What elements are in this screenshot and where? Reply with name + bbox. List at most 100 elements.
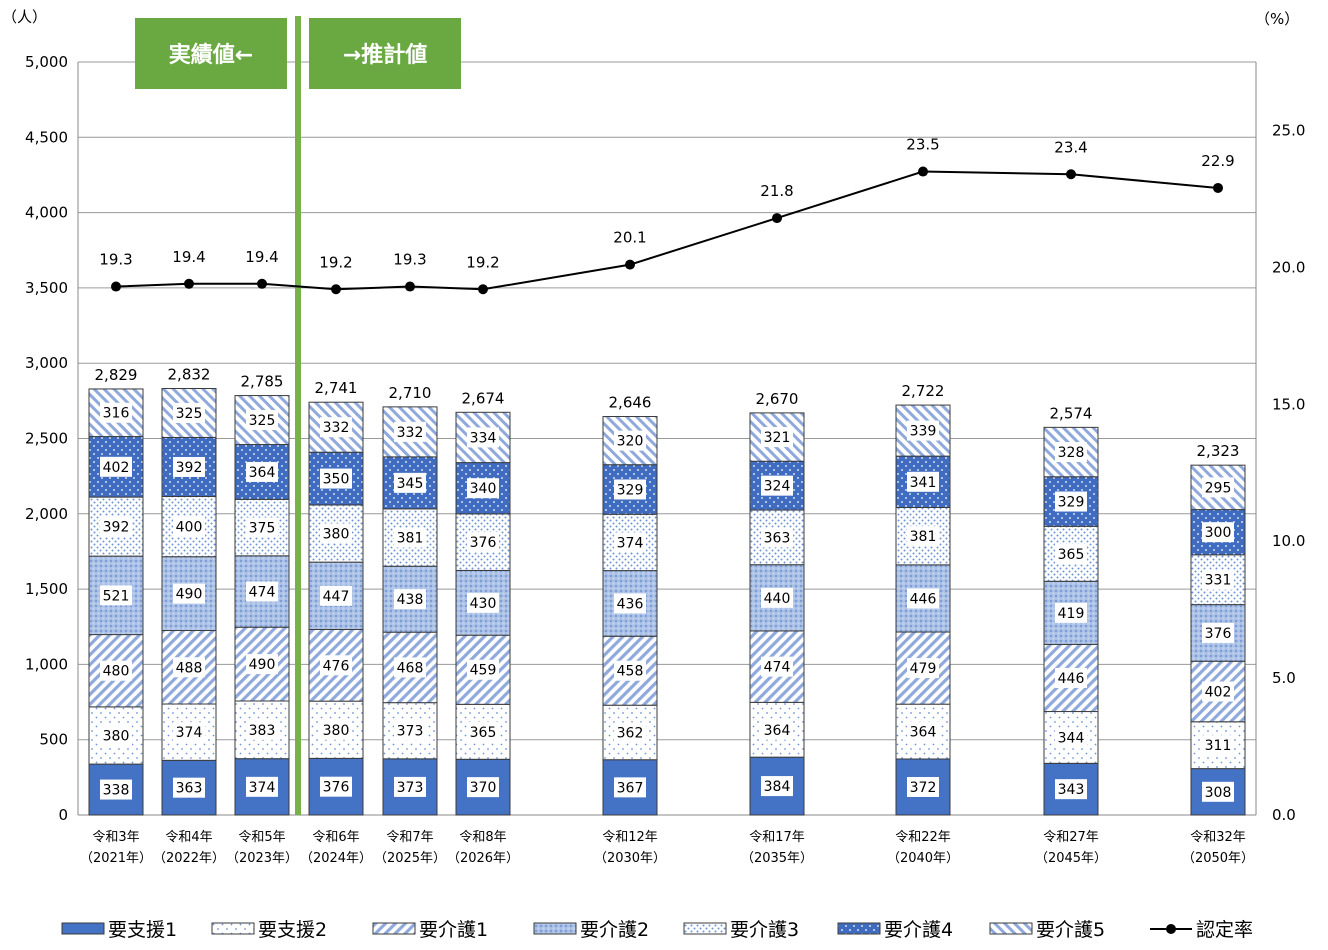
data-label-bg [394, 657, 426, 678]
data-label-bg [394, 776, 426, 797]
data-label-bg [173, 657, 205, 678]
total-label: 2,574 [1050, 404, 1093, 422]
total-label: 2,741 [315, 379, 358, 397]
data-label-bg [100, 725, 132, 746]
rate-point [918, 166, 928, 177]
data-label: 338 [103, 783, 130, 799]
x-tick-label: 令和12年 [602, 830, 658, 845]
data-label: 367 [617, 780, 644, 796]
y-tick-label: 0 [58, 806, 68, 824]
x-tick-label: （2040年） [887, 851, 959, 866]
data-label-bg [246, 410, 278, 431]
actual-banner-label: 実績値← [169, 42, 253, 68]
rate-point [1066, 169, 1076, 180]
data-label-bg [761, 656, 793, 677]
data-label-bg [467, 592, 499, 613]
y2-tick-label: 25.0 [1272, 121, 1305, 139]
rate-label: 23.5 [906, 136, 939, 154]
data-label: 436 [617, 596, 644, 612]
data-label-bg [173, 583, 205, 604]
data-label: 480 [103, 664, 130, 680]
data-label: 400 [176, 520, 203, 536]
data-label-bg [761, 527, 793, 548]
data-label: 381 [910, 529, 937, 545]
x-tick-label: （2021年） [80, 851, 152, 866]
total-label: 2,832 [168, 366, 211, 384]
data-label-bg [394, 720, 426, 741]
data-label: 300 [1205, 525, 1232, 541]
data-label-bg [100, 779, 132, 800]
data-label: 490 [249, 657, 276, 673]
data-label: 328 [1058, 445, 1085, 461]
data-label: 320 [617, 434, 644, 450]
data-label-bg [614, 479, 646, 500]
data-label-bg [467, 427, 499, 448]
total-label: 2,646 [609, 394, 652, 412]
data-label: 373 [397, 724, 424, 740]
legend-label: 要介護5 [1036, 919, 1105, 941]
data-label-bg [467, 777, 499, 798]
legend-swatch [61, 922, 105, 935]
data-label-bg [394, 421, 426, 442]
data-label-bg [907, 471, 939, 492]
total-label: 2,722 [902, 382, 945, 400]
data-label-bg [100, 585, 132, 606]
data-label-bg [246, 517, 278, 538]
bar-segment [1043, 762, 1099, 816]
data-label-bg [320, 776, 352, 797]
right-axis-unit: （%） [1255, 10, 1299, 28]
legend-label: 要介護3 [730, 919, 799, 941]
data-label-bg [1202, 735, 1234, 756]
bar-segment [161, 388, 217, 438]
data-label: 325 [249, 413, 276, 429]
data-label: 380 [323, 527, 350, 543]
x-tick-label: 令和32年 [1190, 830, 1246, 845]
data-label: 364 [910, 725, 937, 741]
data-label-bg [614, 660, 646, 681]
data-label: 365 [470, 725, 497, 741]
rate-label: 19.2 [466, 253, 499, 271]
x-tick-label: 令和22年 [895, 830, 951, 845]
data-label: 376 [1205, 626, 1232, 642]
data-label-bg [1055, 727, 1087, 748]
data-label: 375 [249, 521, 276, 537]
data-label-bg [100, 516, 132, 537]
data-label: 295 [1205, 480, 1232, 496]
data-label-bg [394, 472, 426, 493]
data-label: 334 [470, 430, 497, 446]
data-label-bg [246, 461, 278, 482]
data-label-bg [1055, 667, 1087, 688]
data-label-bg [394, 589, 426, 610]
left-axis-unit: （人） [2, 8, 47, 26]
data-label-bg [1202, 477, 1234, 498]
rate-label: 20.1 [613, 229, 646, 247]
legend-swatch [372, 922, 416, 935]
x-tick-label: 令和6年 [312, 830, 359, 845]
rate-point [1213, 182, 1223, 193]
data-label: 332 [323, 420, 350, 436]
data-label: 308 [1205, 785, 1232, 801]
rate-point [478, 284, 488, 295]
y2-tick-label: 15.0 [1272, 395, 1305, 413]
data-label-bg [173, 402, 205, 423]
legend-swatch [837, 922, 881, 935]
data-label: 376 [470, 535, 497, 551]
rate-point [405, 281, 415, 292]
rate-point [184, 278, 194, 289]
data-label: 402 [103, 460, 130, 476]
data-label-bg [1055, 543, 1087, 564]
rate-line [115, 170, 1219, 291]
y-tick-label: 4,500 [25, 128, 68, 146]
data-label-bg [320, 468, 352, 489]
data-label: 365 [1058, 547, 1085, 563]
data-label-bg [907, 588, 939, 609]
rate-label: 21.8 [760, 182, 793, 200]
legend-line-marker [1166, 924, 1176, 934]
y-tick-label: 3,500 [25, 279, 68, 297]
rate-point [625, 259, 635, 270]
data-label-bg [614, 430, 646, 451]
data-label-bg [467, 659, 499, 680]
x-tick-label: （2025年） [374, 851, 446, 866]
total-label: 2,829 [95, 366, 138, 384]
data-label-bg [907, 776, 939, 797]
